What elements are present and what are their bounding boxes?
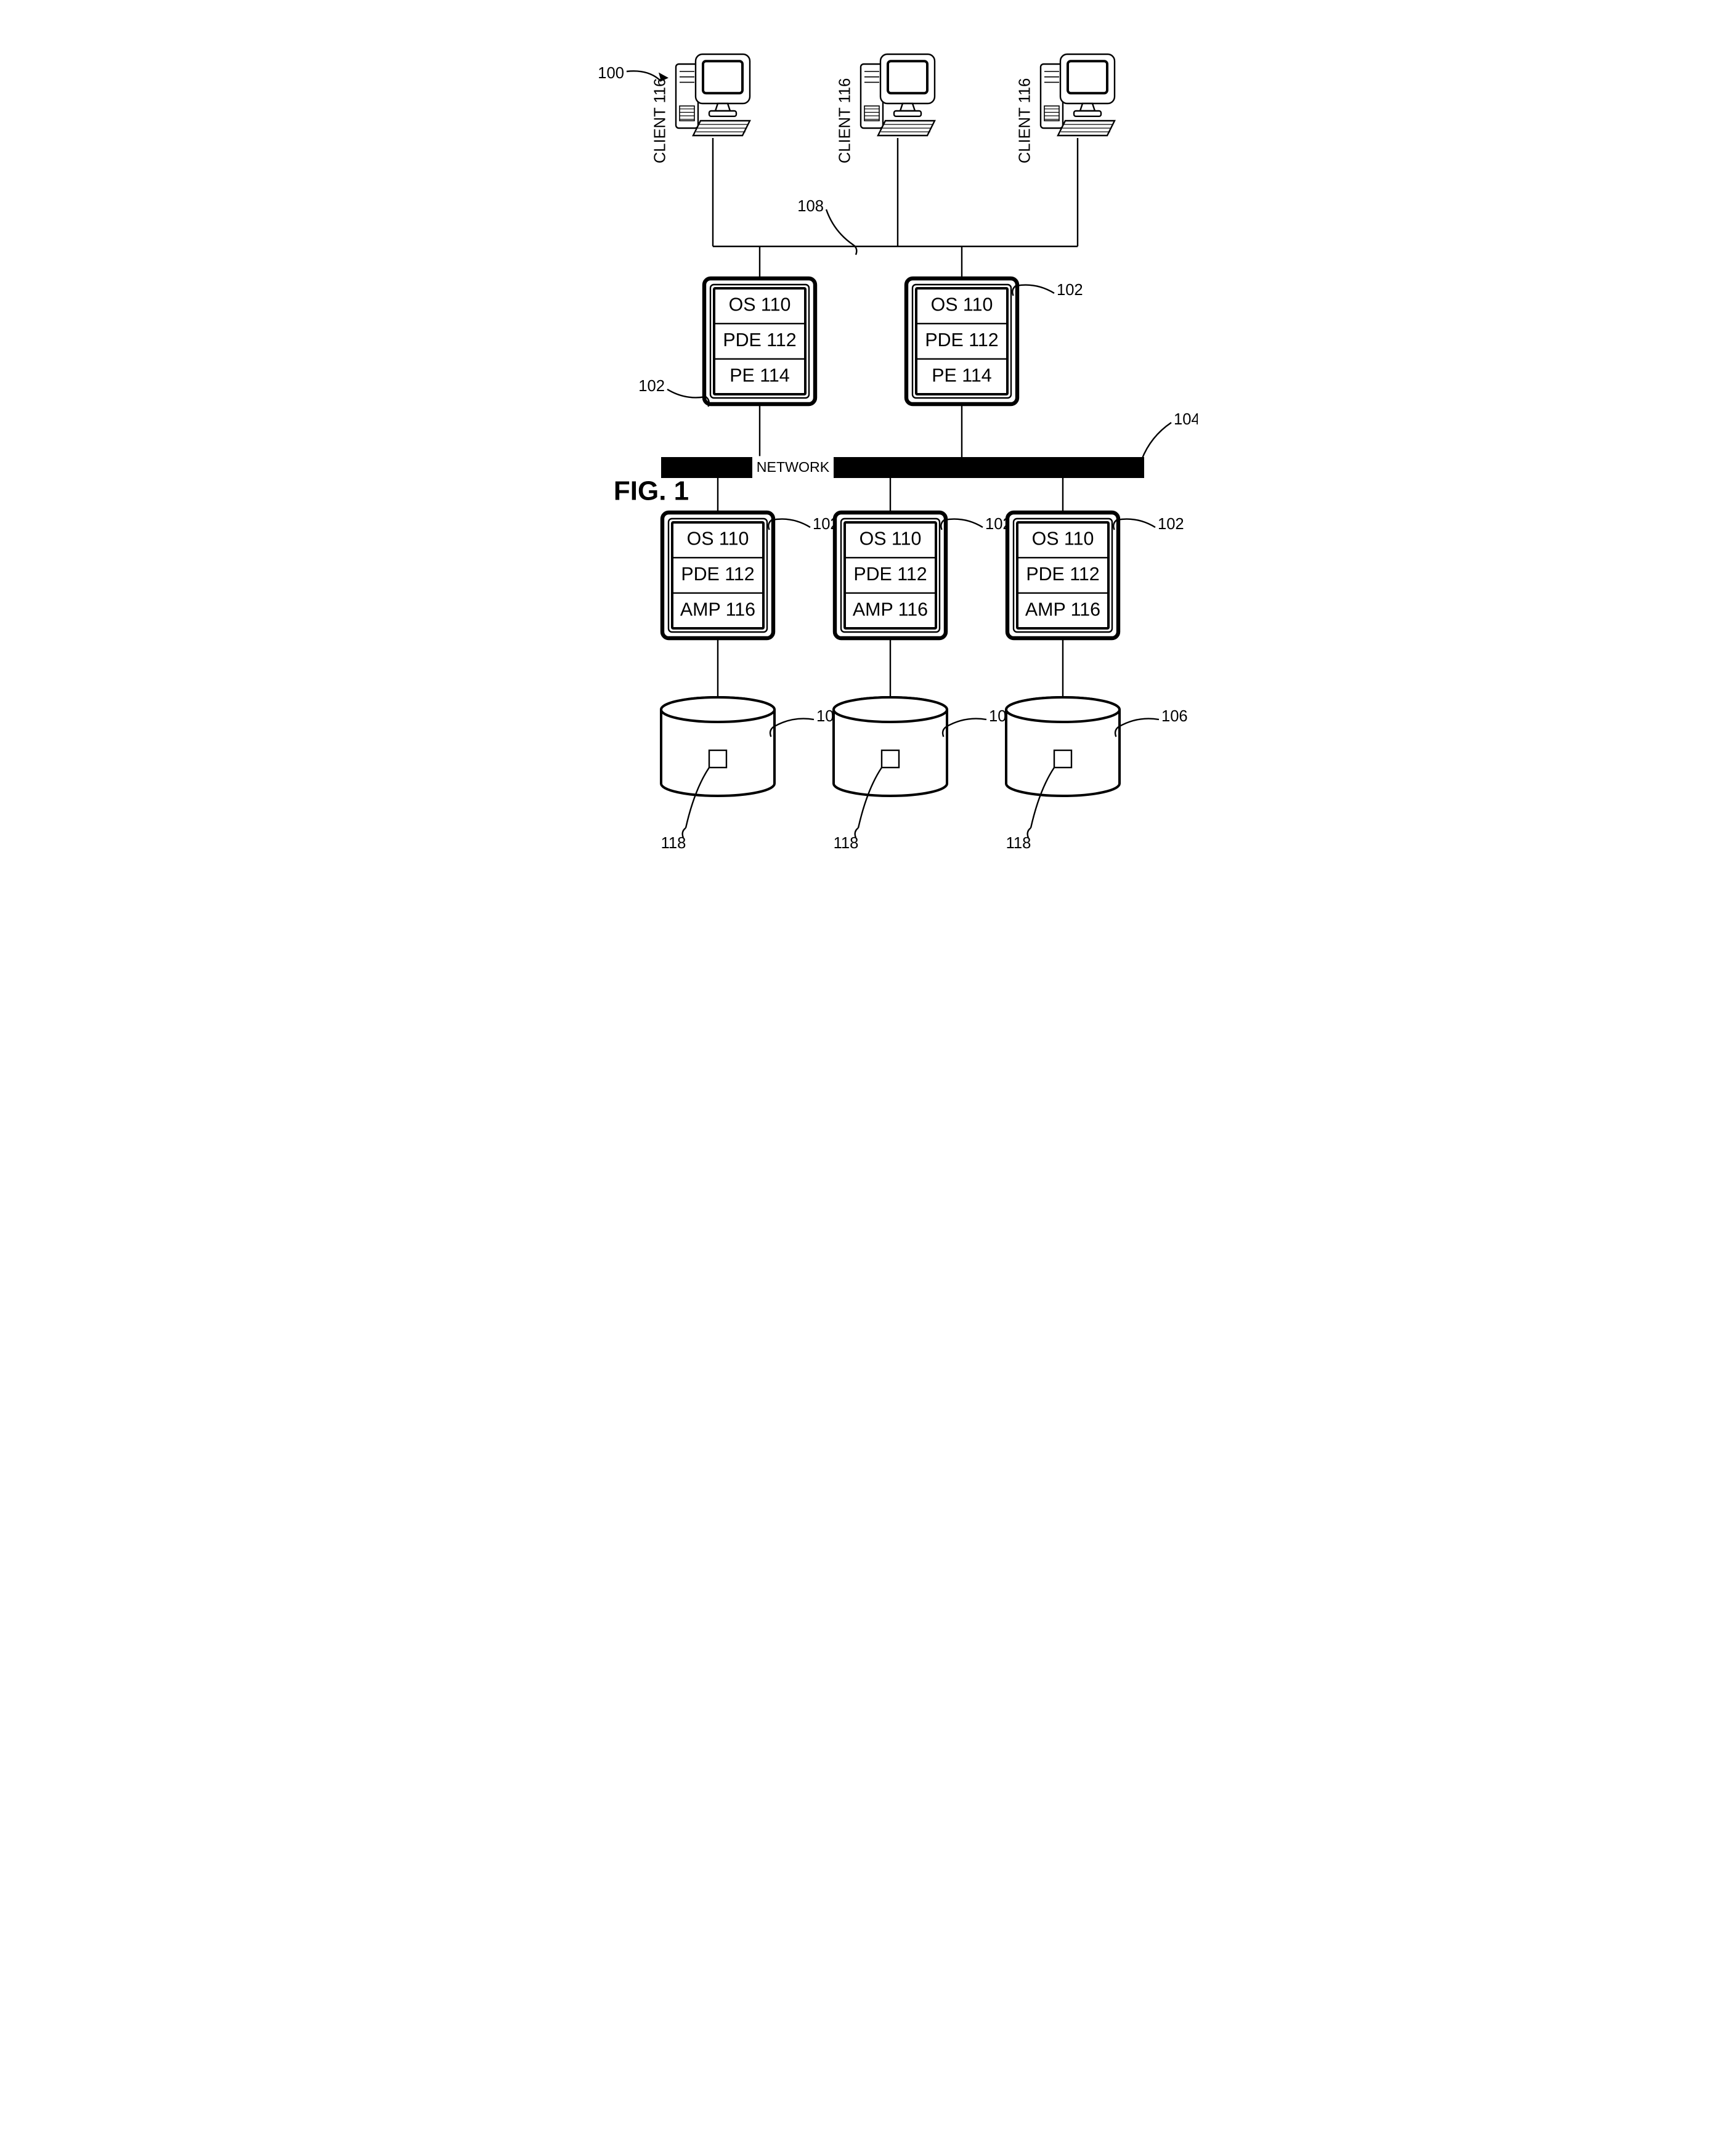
svg-text:102: 102 [638,378,665,395]
node-row-pde: PDE 112 [925,330,998,351]
ref-118: 118 [1006,835,1031,852]
node-row-pde: PDE 112 [1026,564,1099,585]
client-label: CLIENT 116 [1017,78,1034,163]
node-row-pde: PDE 112 [681,564,754,585]
svg-text:102: 102 [1158,516,1184,533]
client-computer [861,54,935,136]
node-row-third: AMP 116 [680,599,755,620]
network-label: NETWORK [757,459,830,475]
svg-text:102: 102 [1057,282,1083,299]
client-computer [1041,54,1115,136]
ref-100: 100 [598,65,624,82]
svg-text:106: 106 [1161,708,1188,725]
node-row-third: PE 114 [932,365,991,386]
node-row-pde: PDE 112 [853,564,927,585]
client-label: CLIENT 116 [652,78,669,163]
svg-text:108: 108 [797,198,824,215]
node-row-os: OS 110 [687,529,749,549]
client-label: CLIENT 116 [837,78,854,163]
dsu-inner [1054,750,1071,768]
node-row-os: OS 110 [729,294,791,315]
node-row-third: PE 114 [730,365,789,386]
node-row-pde: PDE 112 [723,330,796,351]
svg-text:104: 104 [1174,411,1198,428]
dsu-inner [709,750,726,768]
ref-118: 118 [661,835,686,852]
node-row-third: AMP 116 [1025,599,1100,620]
figure-title: FIG. 1 [614,476,689,506]
node-row-third: AMP 116 [853,599,928,620]
client-computer [676,54,750,136]
node-row-os: OS 110 [931,294,993,315]
network-bar [661,457,1144,478]
dsu-inner [882,750,899,768]
node-row-os: OS 110 [860,529,922,549]
node-row-os: OS 110 [1032,529,1094,549]
ref-118: 118 [834,835,859,852]
